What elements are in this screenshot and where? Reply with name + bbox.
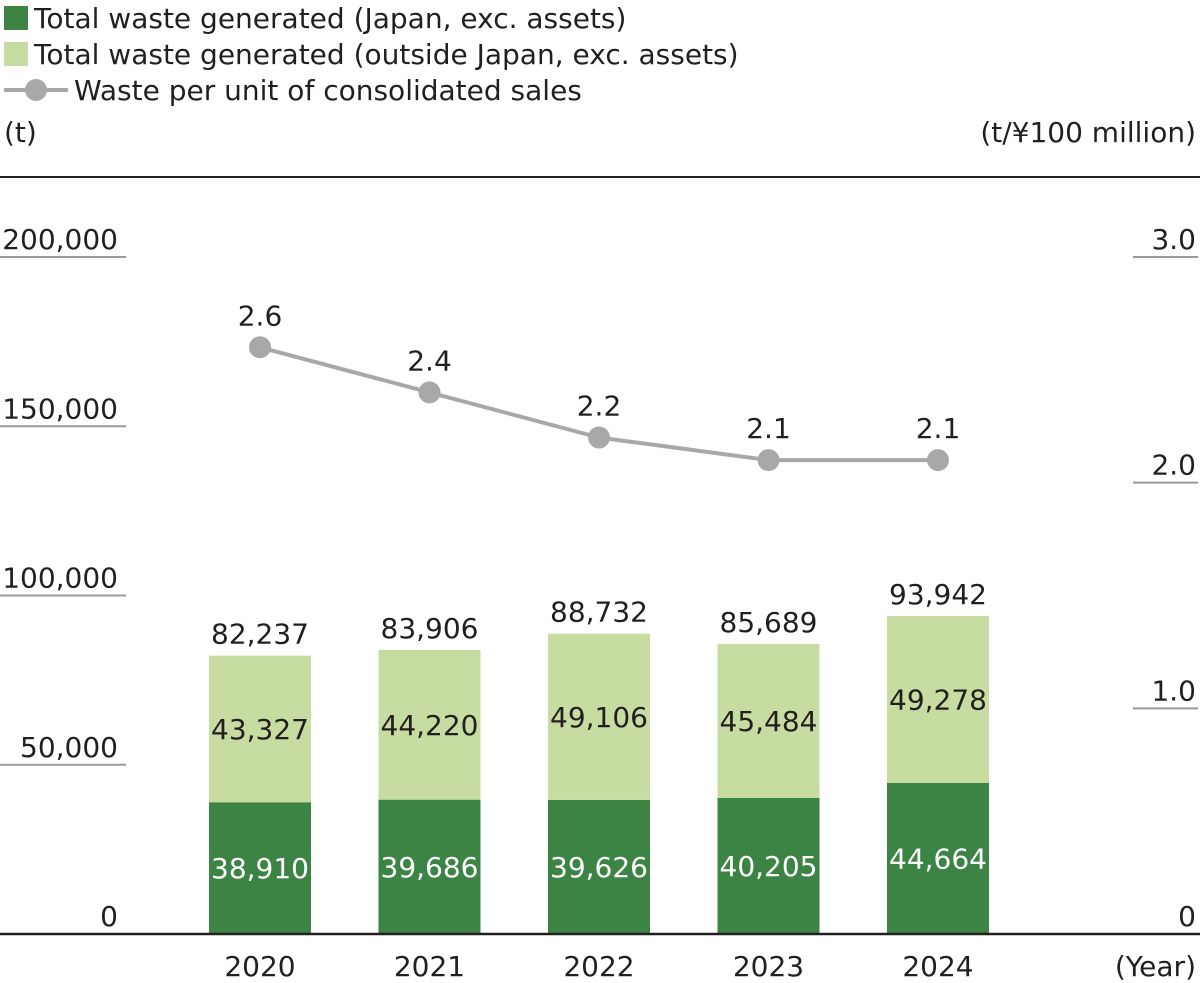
bar-label-total: 93,942 (889, 578, 987, 611)
line-point (588, 426, 610, 449)
bar-outside-2022 (548, 633, 650, 800)
bar-japan-2023 (717, 797, 820, 934)
bar-outside-2020 (209, 655, 311, 803)
left-tick-label: 50,000 (20, 731, 118, 764)
x-tick-label: 2023 (733, 950, 804, 983)
legend-swatch-outside (4, 42, 28, 66)
right-axis-unit: (t/¥100 million) (980, 116, 1196, 149)
bar-label-japan: 40,205 (720, 850, 818, 883)
line-point (418, 381, 441, 404)
legend-item-japan: Total waste generated (Japan, exc. asset… (4, 0, 739, 36)
legend-swatch-line (4, 75, 68, 105)
line-point-label: 2.1 (916, 412, 961, 445)
x-axis-label: (Year) (1115, 950, 1196, 983)
bar-label-outside: 49,106 (550, 701, 648, 734)
x-tick-label: 2022 (563, 950, 634, 983)
bar-label-outside: 45,484 (720, 705, 818, 738)
bar-label-outside: 44,220 (381, 709, 479, 742)
right-tick-label: 3.0 (1151, 223, 1196, 256)
left-tick-label: 200,000 (2, 223, 118, 256)
legend-label-outside: Total waste generated (outside Japan, ex… (34, 37, 739, 71)
line-point-label: 2.2 (577, 390, 622, 423)
bar-outside-2024 (887, 616, 989, 783)
x-tick-label: 2020 (224, 950, 295, 983)
right-tick-label: 1.0 (1151, 674, 1196, 707)
legend-swatch-japan (4, 6, 28, 30)
left-tick-label: 100,000 (2, 562, 118, 595)
line-point-label: 2.6 (238, 299, 283, 332)
bar-label-japan: 39,626 (550, 851, 648, 884)
bar-japan-2022 (548, 799, 650, 934)
left-tick-label: 150,000 (2, 392, 118, 425)
bar-label-japan: 39,686 (381, 851, 479, 884)
legend-label-japan: Total waste generated (Japan, exc. asset… (34, 1, 627, 35)
left-tick-label: 0 (100, 900, 118, 933)
legend-item-outside: Total waste generated (outside Japan, ex… (4, 36, 739, 72)
line-point (249, 336, 271, 359)
legend-item-line: Waste per unit of consolidated sales (4, 72, 739, 108)
bar-japan-2020 (209, 802, 311, 934)
line-point (927, 449, 949, 472)
line-point-label: 2.4 (407, 344, 452, 377)
bar-japan-2024 (887, 782, 989, 934)
bar-label-total: 85,689 (720, 606, 818, 639)
right-tick-label: 2.0 (1151, 449, 1196, 482)
bar-japan-2021 (378, 799, 481, 934)
line-point-label: 2.1 (746, 412, 791, 445)
bar-label-outside: 43,327 (211, 713, 309, 746)
bar-outside-2023 (717, 643, 820, 798)
right-tick-label: 0 (1178, 900, 1196, 933)
bar-label-total: 83,906 (381, 612, 479, 645)
bar-label-outside: 49,278 (889, 683, 987, 716)
bar-label-japan: 38,910 (211, 852, 309, 885)
x-tick-label: 2021 (394, 950, 465, 983)
bar-label-total: 88,732 (550, 596, 648, 629)
left-axis-unit: (t) (4, 116, 37, 149)
legend-label-line: Waste per unit of consolidated sales (74, 73, 582, 107)
chart-legend: Total waste generated (Japan, exc. asset… (4, 0, 739, 108)
line-point (757, 449, 780, 472)
bar-outside-2021 (378, 649, 481, 800)
bar-label-japan: 44,664 (889, 842, 987, 875)
x-tick-label: 2024 (902, 950, 973, 983)
bar-label-total: 82,237 (211, 618, 309, 651)
